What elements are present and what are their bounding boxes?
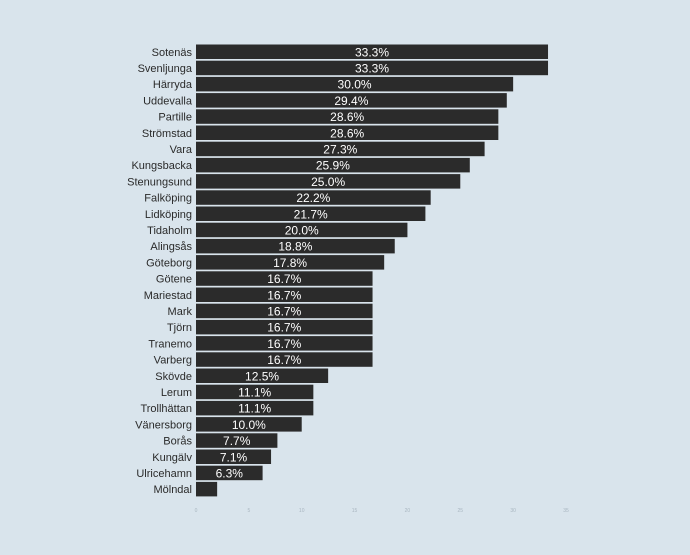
value-label: 16.7% [267,304,301,318]
bar [196,465,263,481]
category-label: Lerum [161,387,192,399]
category-label: Sotenäs [152,47,193,59]
value-label: 27.3% [323,142,357,156]
category-label: Partille [158,112,192,124]
value-label: 28.6% [330,126,364,140]
bar [196,60,549,76]
bar [196,174,461,189]
value-label: 16.7% [267,321,301,335]
category-label: Kungälv [152,452,192,464]
value-label: 33.3% [355,61,389,75]
value-labels: 33.3% 33.3% 30.0% 29.4% 28.6% 28.6% 27.3% 25.9%… [216,45,390,480]
x-tick-label: 30 [510,508,516,514]
category-label: Tidaholm [147,225,192,237]
value-label: 28.6% [330,110,364,124]
category-label: Strömstad [142,128,192,140]
category-label: Svenljunga [138,63,193,75]
category-labels: Sotenäs Svenljunga Härryda Uddevalla Partill… [127,47,193,496]
value-label: 7.7% [223,434,251,448]
bar [196,417,302,432]
category-label: Borås [163,436,192,448]
value-label: 20.0% [285,223,319,237]
category-label: Falköping [144,193,192,205]
bar [196,336,373,351]
value-label: 16.7% [267,337,301,351]
category-label: Ulricehamn [136,468,192,480]
value-label: 12.5% [245,369,279,383]
bar [196,449,272,464]
value-label: 18.8% [278,240,312,254]
x-tick-label: 25 [458,508,464,514]
value-label: 16.7% [267,288,301,302]
bar [196,109,499,124]
bar [196,319,373,335]
bar [196,157,470,173]
category-label: Tranemo [148,338,192,350]
value-label: 10.0% [232,418,266,432]
bar [196,190,431,205]
bar [196,76,514,92]
bar [196,271,373,286]
bar [196,384,314,400]
category-label: Vara [170,144,193,156]
bar [196,400,314,416]
x-tick-label: 15 [352,508,358,514]
bar [196,238,395,254]
bar [196,433,278,448]
bar [196,368,329,383]
bar [196,141,485,157]
bar [196,222,408,238]
value-label: 16.7% [267,353,301,367]
category-label: Vänersborg [135,419,192,431]
category-label: Mariestad [144,290,192,302]
bars-group [196,44,549,497]
bar [196,44,549,59]
x-tick-label: 0 [195,508,198,514]
category-label: Varberg [154,355,192,367]
value-label: 11.1% [238,402,271,416]
category-label: Trollhättan [140,403,192,415]
bar [196,125,499,140]
bar [196,287,373,302]
bar [196,93,507,108]
bar [196,481,218,497]
category-label: Skövde [155,371,192,383]
category-label: Härryda [153,79,193,91]
value-label: 11.1% [238,385,271,399]
category-label: Stenungsund [127,176,192,188]
value-label: 30.0% [338,78,372,92]
category-label: Lidköping [145,209,192,221]
value-label: 21.7% [294,207,328,221]
category-label: Mölndal [153,484,192,496]
category-label: Götene [156,274,192,286]
value-label: 16.7% [267,272,301,286]
bar [196,352,373,367]
category-label: Mark [168,306,193,318]
bar [196,255,385,270]
x-tick-label: 35 [563,508,569,514]
value-label: 22.2% [296,191,330,205]
bar [196,303,373,319]
category-label: Göteborg [146,257,192,269]
category-label: Uddevalla [143,95,193,107]
bar [196,206,426,221]
value-label: 25.0% [311,175,345,189]
category-label: Alingsås [150,241,192,253]
x-tick-label: 20 [405,508,411,514]
value-label: 29.4% [334,94,368,108]
category-label: Kungsbacka [131,160,192,172]
value-label: 6.3% [216,466,244,480]
x-tick-label: 5 [247,508,250,514]
x-tick-label: 10 [299,508,305,514]
x-axis-ticks: 0 5 10 15 20 25 30 35 [195,508,569,514]
value-label: 25.9% [316,159,350,173]
value-label: 33.3% [355,45,389,59]
category-label: Tjörn [167,322,192,334]
value-label: 17.8% [273,256,307,270]
value-label: 7.1% [220,450,248,464]
